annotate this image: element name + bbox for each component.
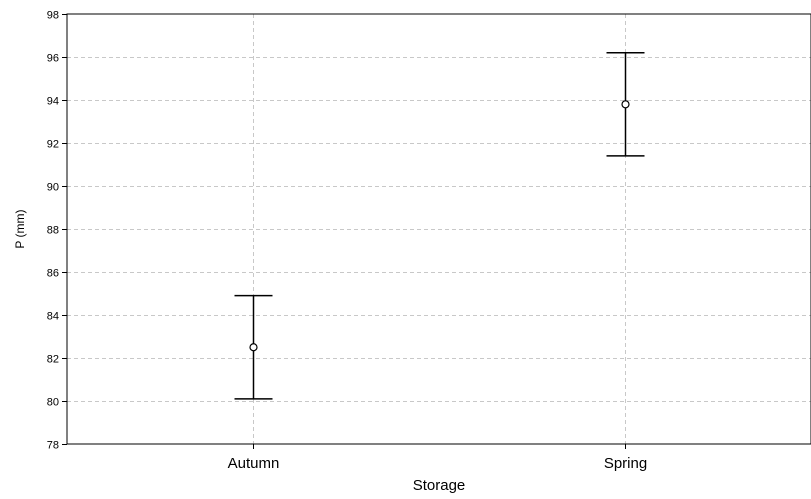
y-tick-label: 88: [47, 225, 59, 237]
mean-point: [249, 343, 258, 352]
y-axis: 78 80 82 84 86 88 90 92 94 96 98: [47, 10, 67, 452]
x-tick-label: Autumn: [228, 455, 280, 472]
y-tick-label: 90: [47, 182, 59, 194]
grid-layer: [67, 14, 811, 444]
y-tick-label: 84: [47, 311, 59, 323]
x-axis: Autumn Spring: [228, 444, 647, 472]
y-tick-label: 80: [47, 397, 59, 409]
data-marks: [234, 51, 645, 400]
y-tick-label: 94: [47, 96, 59, 108]
x-axis-title: Storage: [413, 477, 466, 494]
y-tick-label: 86: [47, 268, 59, 280]
y-tick-label: 96: [47, 53, 59, 65]
y-tick-label: 92: [47, 139, 59, 151]
mean-point: [621, 100, 630, 109]
y-tick-label: 98: [47, 10, 59, 22]
y-axis-title: P (mm): [13, 209, 27, 248]
y-tick-label: 78: [47, 440, 59, 452]
y-tick-label: 82: [47, 354, 59, 366]
x-tick-label: Spring: [604, 455, 647, 472]
